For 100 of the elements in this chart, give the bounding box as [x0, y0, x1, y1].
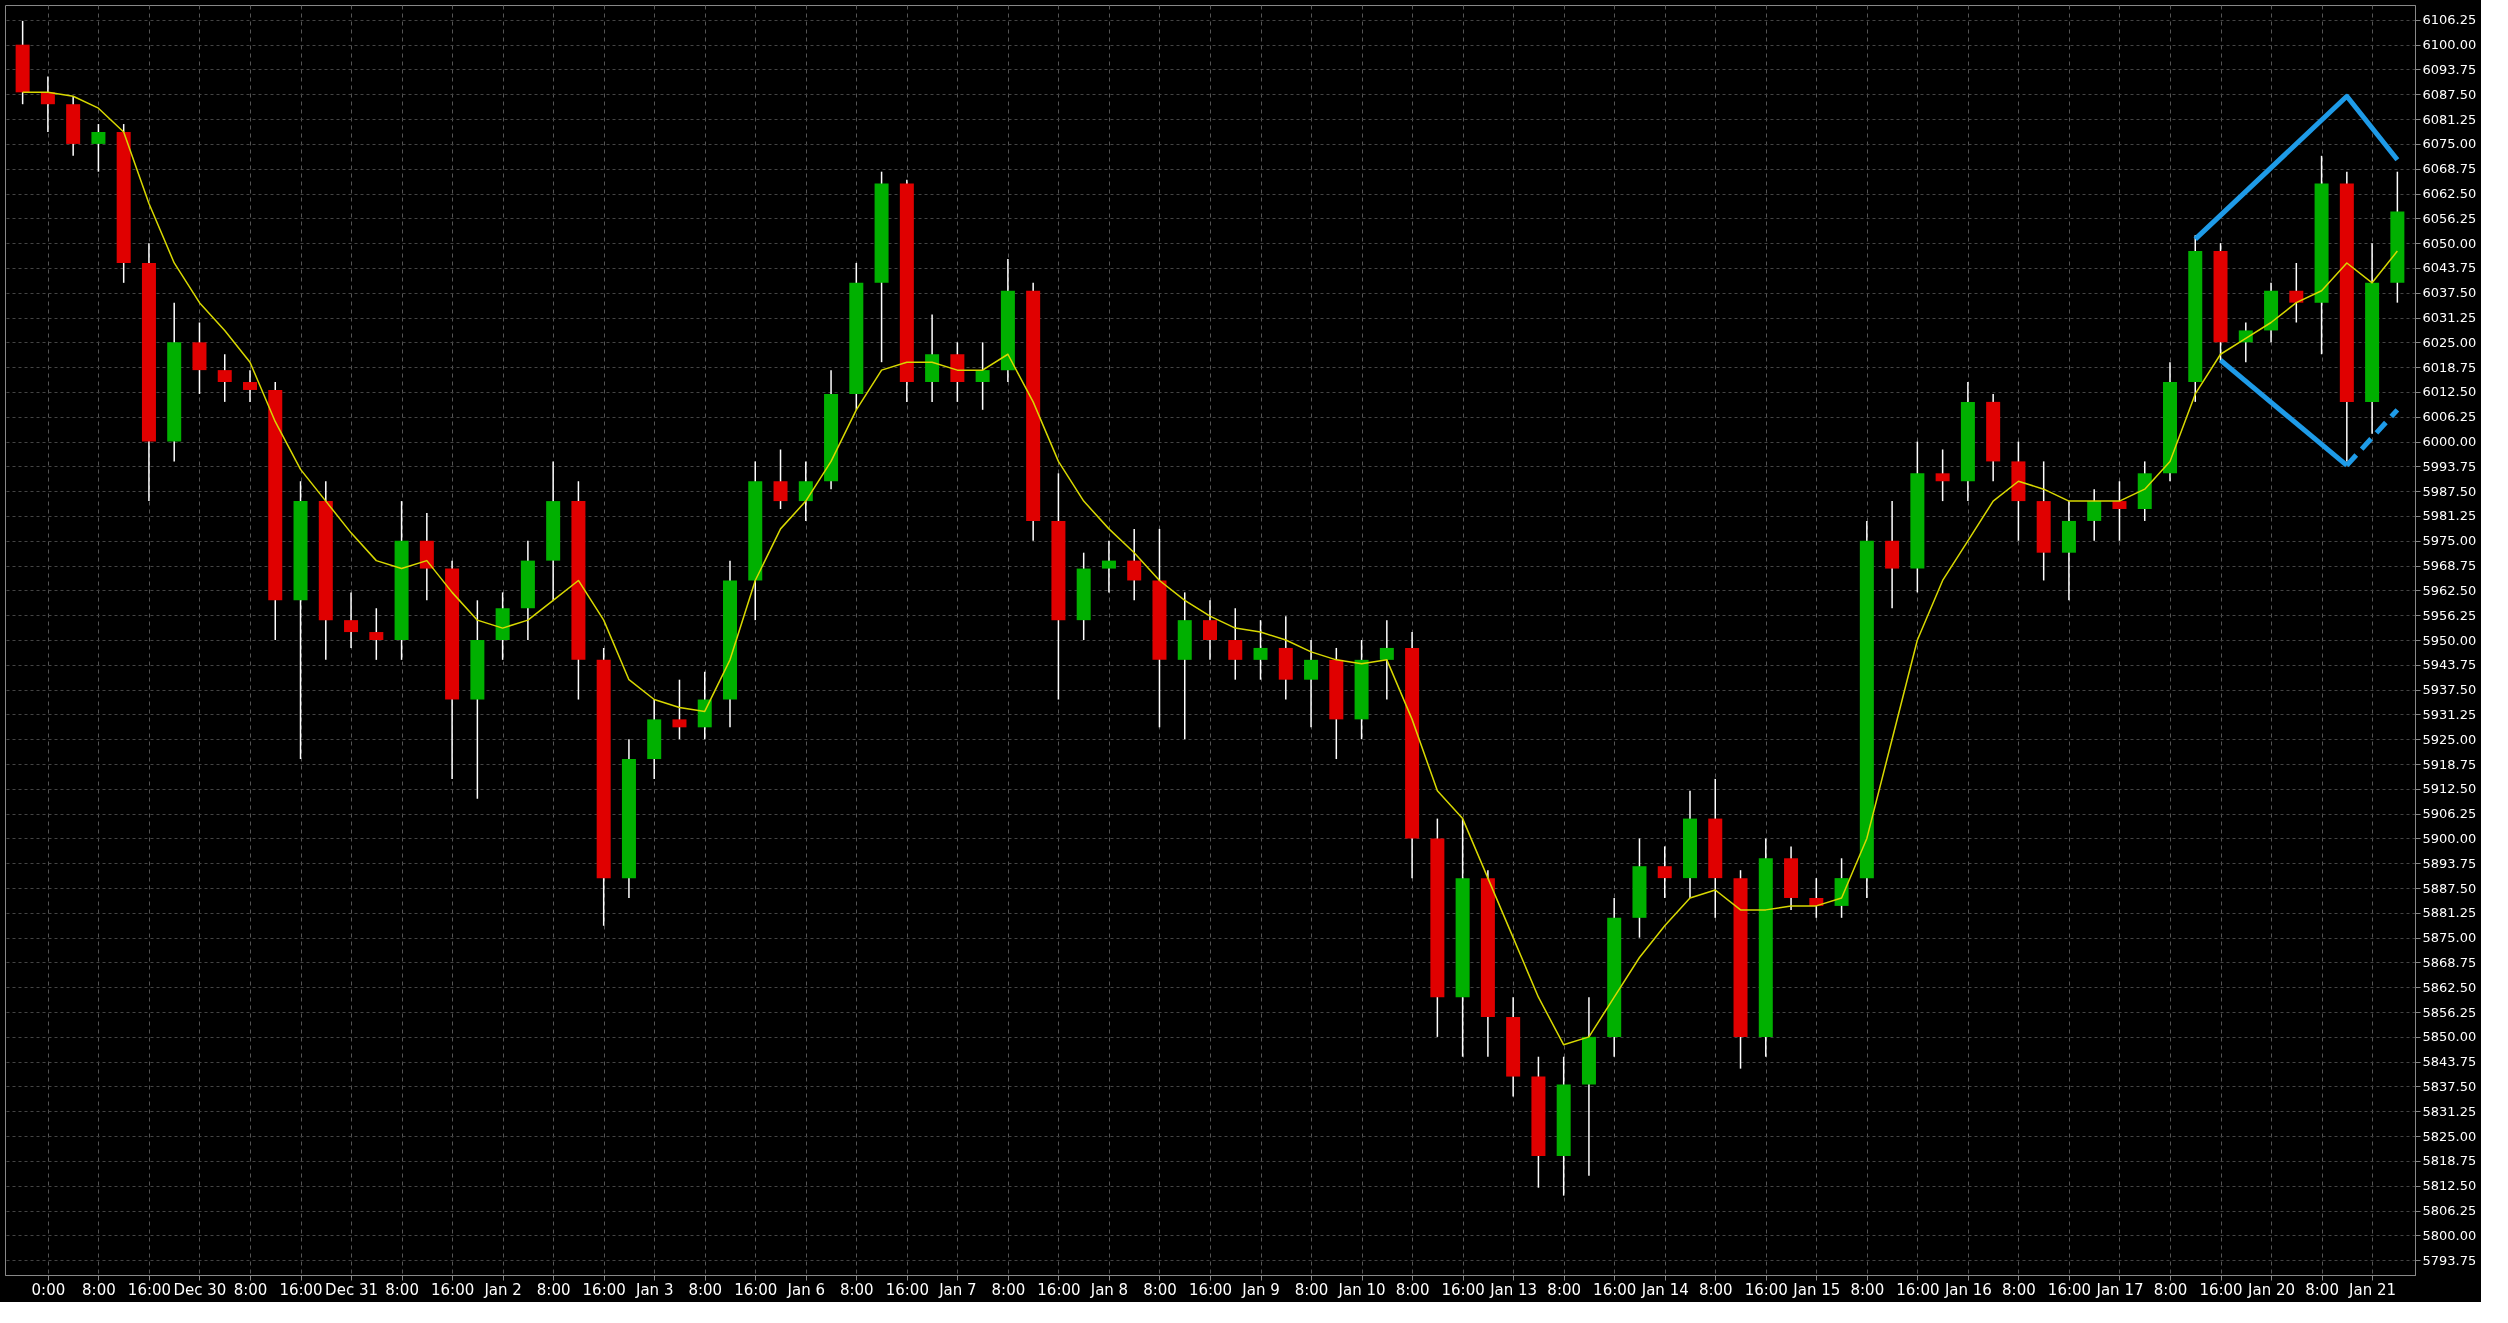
y-tick-label: 5793.75: [2422, 1252, 2477, 1268]
x-tick-label: Jan 20: [2247, 1280, 2296, 1299]
candlestick: [2289, 262, 2304, 324]
y-tick-label: 6037.50: [2422, 285, 2477, 301]
y-tick-label: 5906.25: [2422, 806, 2477, 822]
x-tick-label: 8:00: [385, 1280, 419, 1299]
candlestick: [2112, 480, 2127, 542]
x-tick-label: 8:00: [1143, 1280, 1177, 1299]
y-tick-label: 5950.00: [2422, 632, 2477, 648]
x-tick-label: 16:00: [2047, 1280, 2092, 1299]
candlestick: [1935, 448, 1950, 502]
x-tick-label: 8:00: [1294, 1280, 1329, 1299]
x-tick-label: 8:00: [1547, 1280, 1582, 1299]
y-tick-label: 5956.25: [2422, 607, 2477, 623]
candlestick: [1304, 639, 1319, 729]
y-tick-label: 6068.75: [2422, 161, 2477, 177]
x-tick-label: Jan 13: [1489, 1280, 1538, 1299]
y-tick-label: 5918.75: [2422, 756, 2477, 772]
candlestick: [344, 591, 359, 649]
candlestick: [1379, 619, 1394, 701]
y-tick-label: 5868.75: [2422, 954, 2477, 970]
y-tick-label: 5818.75: [2422, 1153, 2477, 1169]
x-tick-label: 16:00: [1188, 1280, 1233, 1299]
x-tick-label: 8:00: [2002, 1280, 2036, 1299]
y-tick-label: 5893.75: [2422, 855, 2477, 871]
line-series: [21, 91, 2399, 1046]
x-tick-label: Jan 9: [1241, 1280, 1280, 1299]
candlestick: [672, 678, 687, 740]
candlestick: [2087, 488, 2102, 542]
y-tick-label: 6081.25: [2422, 111, 2477, 127]
x-tick-label: Dec 30: [173, 1280, 227, 1299]
x-tick-label: Jan 7: [938, 1280, 977, 1299]
y-tick-label: 6043.75: [2422, 260, 2477, 276]
y-tick-label: 6000.00: [2422, 434, 2477, 450]
y-tick-label: 5875.00: [2422, 930, 2477, 946]
y-tick-label: 6031.25: [2422, 310, 2477, 326]
y-tick-label: 5831.25: [2422, 1103, 2477, 1119]
y-tick-label: 6018.75: [2422, 359, 2477, 375]
x-tick-label: 8:00: [1850, 1280, 1885, 1299]
candlestick: [975, 341, 990, 411]
x-tick-label: Jan 14: [1640, 1280, 1689, 1299]
x-tick-label: 16:00: [127, 1280, 172, 1299]
y-tick-label: 6087.50: [2422, 86, 2477, 102]
y-tick-label: 5837.50: [2422, 1078, 2477, 1094]
candlestick: [91, 123, 106, 173]
y-tick-label: 5850.00: [2422, 1029, 2477, 1045]
x-tick-label: Jan 16: [1943, 1280, 1992, 1299]
y-tick-label: 5800.00: [2422, 1227, 2477, 1243]
y-tick-label: 5856.25: [2422, 1004, 2477, 1020]
x-tick-label: 16:00: [2199, 1280, 2243, 1299]
candlestick: [40, 75, 55, 133]
y-tick-label: 5881.25: [2422, 905, 2477, 921]
x-tick-label: Jan 6: [786, 1280, 826, 1299]
y-tick-label: 5937.50: [2422, 682, 2477, 698]
y-tick-label: 6093.75: [2422, 61, 2477, 77]
x-tick-label: Jan 8: [1089, 1280, 1129, 1299]
candlestick: [773, 448, 788, 510]
x-tick-label: 8:00: [82, 1280, 116, 1299]
y-tick-label: 6006.25: [2422, 409, 2477, 425]
y-tick-label: 5806.25: [2422, 1203, 2477, 1219]
y-tick-label: 5887.50: [2422, 880, 2477, 896]
y-tick-label: 6025.00: [2422, 334, 2477, 350]
y-tick-label: 6062.50: [2422, 186, 2477, 202]
x-tick-label: 0:00: [31, 1280, 66, 1299]
candlestick: [798, 460, 813, 522]
y-tick-label: 5962.50: [2422, 582, 2477, 598]
y-tick-label: 5975.00: [2422, 533, 2477, 549]
y-tick-label: 6056.25: [2422, 210, 2477, 226]
candlestick: [217, 353, 232, 403]
x-tick-label: 16:00: [1896, 1280, 1940, 1299]
x-tick-label: 16:00: [1744, 1280, 1788, 1299]
y-tick-label: 5825.00: [2422, 1128, 2477, 1144]
x-tick-label: 8:00: [839, 1280, 874, 1299]
x-tick-label: 8:00: [2305, 1280, 2339, 1299]
y-tick-label: 5981.25: [2422, 508, 2477, 524]
x-tick-label: 8:00: [688, 1280, 723, 1299]
x-tick-label: 16:00: [734, 1280, 778, 1299]
x-tick-label: 16:00: [885, 1280, 929, 1299]
y-tick-label: 6012.50: [2422, 384, 2477, 400]
candlestick: [243, 369, 257, 403]
candlestick: [1253, 619, 1268, 681]
y-tick-label: 5943.75: [2422, 657, 2477, 673]
x-tick-label: Jan 2: [483, 1280, 522, 1299]
y-tick-label: 5900.00: [2422, 830, 2477, 846]
y-tick-label: 5993.75: [2422, 458, 2477, 474]
candlestick: [1228, 607, 1243, 681]
x-tick-label: 16:00: [1441, 1280, 1485, 1299]
y-tick-label: 5812.50: [2422, 1178, 2477, 1194]
y-tick-label: 5862.50: [2422, 979, 2477, 995]
x-tick-label: 16:00: [430, 1280, 475, 1299]
x-tick-label: Jan 21: [2348, 1280, 2397, 1299]
y-tick-label: 5968.75: [2422, 558, 2477, 574]
x-tick-label: 8:00: [2153, 1280, 2188, 1299]
candlestick: [1203, 599, 1217, 661]
x-tick-label: 8:00: [536, 1280, 571, 1299]
candlestick: [1657, 845, 1672, 899]
y-tick-label: 5925.00: [2422, 731, 2477, 747]
x-tick-label: 16:00: [279, 1280, 323, 1299]
candlestick: [1101, 540, 1116, 594]
y-tick-label: 5931.25: [2422, 706, 2477, 722]
